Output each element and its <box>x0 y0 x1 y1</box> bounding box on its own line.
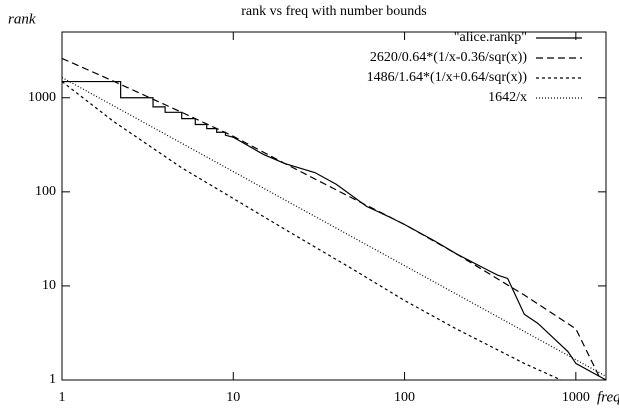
y-tick-label: 1000 <box>28 90 56 105</box>
x-tick-label: 1000 <box>562 390 590 405</box>
y-tick-label: 1 <box>49 372 56 387</box>
legend-label: 1642/x <box>488 90 527 105</box>
series-line <box>61 57 602 381</box>
x-tick-label: 10 <box>226 390 240 405</box>
series-line <box>61 81 562 381</box>
x-tick-label: 100 <box>394 390 415 405</box>
plot-border <box>61 31 607 381</box>
legend-label: "alice.rankp" <box>454 30 527 45</box>
series-line <box>61 76 607 377</box>
x-tick-label: 1 <box>59 390 66 405</box>
series-line <box>62 80 607 381</box>
legend-label: 1486/1.64*(1/x+0.64/sqr(x)) <box>367 70 528 85</box>
y-tick-label: 10 <box>42 278 56 293</box>
chart-title: rank vs freq with number bounds <box>241 4 426 19</box>
x-axis-label: freq <box>597 389 619 405</box>
legend-label: 2620/0.64*(1/x-0.36/sqr(x)) <box>370 50 527 65</box>
y-tick-label: 100 <box>35 184 56 199</box>
y-axis-label: rank <box>8 11 36 27</box>
